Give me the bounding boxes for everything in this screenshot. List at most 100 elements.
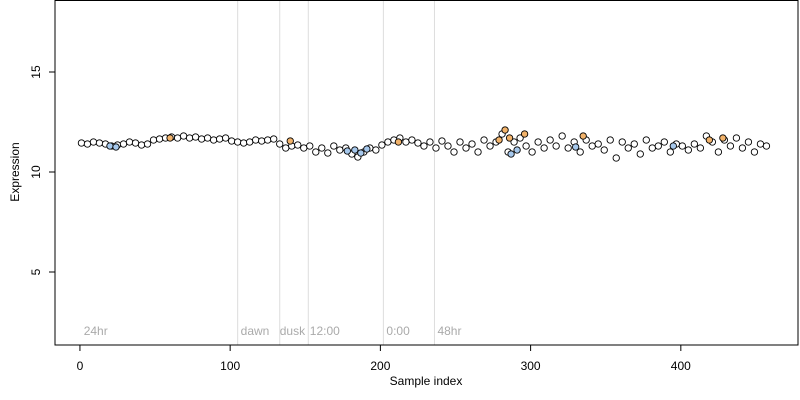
point xyxy=(363,145,371,153)
point xyxy=(756,140,765,148)
point xyxy=(191,133,200,141)
point xyxy=(744,138,753,146)
point xyxy=(414,139,422,147)
point xyxy=(690,140,698,148)
point xyxy=(312,148,320,156)
point xyxy=(534,138,542,146)
point xyxy=(77,139,86,147)
point xyxy=(588,142,596,150)
point xyxy=(624,144,632,152)
point xyxy=(750,148,759,156)
point xyxy=(246,138,254,146)
point xyxy=(408,136,416,144)
point xyxy=(286,137,294,145)
point xyxy=(294,141,302,149)
point xyxy=(660,138,668,146)
point xyxy=(300,144,308,152)
point xyxy=(324,149,332,157)
point xyxy=(696,144,705,152)
point xyxy=(678,142,686,150)
point xyxy=(252,136,260,144)
point xyxy=(203,134,212,142)
point xyxy=(270,135,278,143)
point xyxy=(343,147,351,155)
point xyxy=(762,142,771,150)
point xyxy=(705,136,714,144)
point xyxy=(215,135,224,143)
point xyxy=(474,148,482,156)
point xyxy=(89,138,98,146)
point xyxy=(143,140,152,148)
point xyxy=(510,138,518,146)
point xyxy=(486,142,494,150)
point xyxy=(438,137,446,145)
point xyxy=(372,146,380,154)
point xyxy=(516,134,524,142)
point xyxy=(666,148,674,156)
point xyxy=(330,142,338,150)
annotation: dusk xyxy=(280,324,306,338)
point xyxy=(576,148,584,156)
point xyxy=(654,142,662,150)
point xyxy=(197,135,206,143)
point xyxy=(480,136,488,144)
x-tick-label: 300 xyxy=(521,359,541,373)
point xyxy=(456,138,464,146)
point xyxy=(520,130,529,138)
point xyxy=(240,139,248,147)
x-tick-label: 100 xyxy=(220,359,240,373)
point xyxy=(234,138,242,146)
annotation: dawn xyxy=(241,324,270,338)
point xyxy=(179,132,188,140)
point xyxy=(95,139,104,147)
point xyxy=(336,146,344,154)
y-tick-label: 15 xyxy=(29,65,43,79)
point xyxy=(137,141,146,149)
point xyxy=(119,140,128,148)
y-tick-label: 10 xyxy=(29,165,43,179)
point xyxy=(228,137,236,145)
point xyxy=(732,134,741,142)
point xyxy=(420,142,428,150)
point xyxy=(402,138,410,146)
point xyxy=(636,150,644,158)
point xyxy=(642,136,650,144)
point xyxy=(450,148,458,156)
point xyxy=(209,136,218,144)
point xyxy=(306,142,314,150)
point xyxy=(173,134,182,142)
point xyxy=(351,146,359,154)
point xyxy=(264,136,272,144)
point xyxy=(444,142,452,150)
point xyxy=(600,146,608,154)
point xyxy=(719,134,727,142)
point xyxy=(282,144,290,152)
point xyxy=(738,144,747,152)
annotation: 48hr xyxy=(437,324,461,338)
point xyxy=(564,144,572,152)
point xyxy=(185,134,194,142)
point xyxy=(394,138,403,146)
point xyxy=(540,144,548,152)
point xyxy=(630,140,638,148)
point xyxy=(378,141,386,149)
y-tick-label: 5 xyxy=(29,268,43,275)
point xyxy=(507,150,515,158)
point xyxy=(432,144,440,152)
point xyxy=(513,146,521,154)
point xyxy=(155,135,164,143)
point xyxy=(612,154,620,162)
point xyxy=(552,142,560,150)
y-axis-label: Expression xyxy=(8,142,22,201)
point xyxy=(125,138,134,146)
x-axis-label: Sample index xyxy=(390,374,463,388)
point xyxy=(558,132,566,140)
point xyxy=(618,138,626,146)
point xyxy=(726,142,735,150)
plot-frame xyxy=(54,0,799,346)
x-tick-label: 200 xyxy=(370,359,390,373)
point xyxy=(426,138,434,146)
point xyxy=(149,136,158,144)
x-tick-label: 400 xyxy=(671,359,691,373)
point xyxy=(318,144,326,152)
